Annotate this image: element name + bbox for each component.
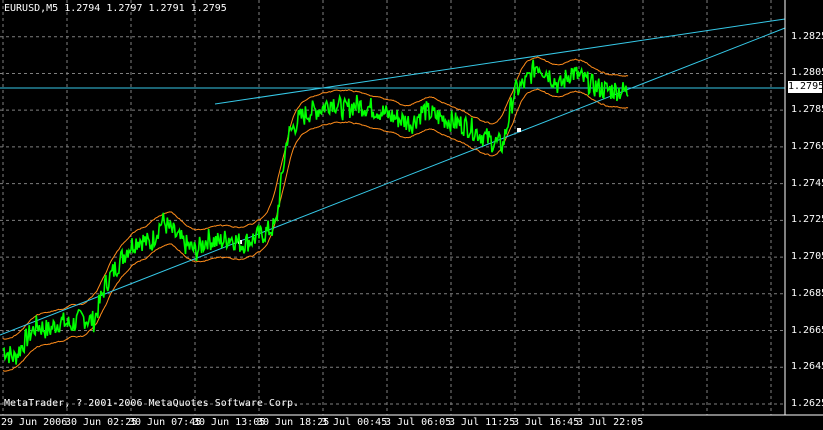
price-tick-label: 1.2785 — [791, 104, 823, 116]
chart-axes — [0, 0, 823, 416]
time-tick-label: 30 Jun 07:45 — [129, 417, 202, 428]
price-tick-label: 1.2805 — [791, 67, 823, 79]
envelope-lines — [2, 56, 629, 372]
price-tick-label: 1.2685 — [791, 287, 823, 299]
price-tick-label: 1.2745 — [791, 177, 823, 189]
price-tick-label: 1.2725 — [791, 214, 823, 226]
time-tick-label: 3 Jul 16:45 — [513, 417, 580, 428]
trendline-anchor — [517, 128, 521, 132]
price-tick-label: 1.2625 — [791, 397, 823, 409]
price-series — [2, 59, 629, 365]
time-tick-label: 30 Jun 13:05 — [193, 417, 266, 428]
price-tick-label: 1.2765 — [791, 140, 823, 152]
chart-grid — [0, 0, 785, 415]
time-tick-label: 30 Jun 02:25 — [65, 417, 138, 428]
price-line — [2, 59, 629, 365]
envelope-lower — [2, 88, 629, 372]
time-tick-label: 3 Jul 22:05 — [577, 417, 644, 428]
price-tick-label: 1.2665 — [791, 324, 823, 336]
current-price-badge: 1.2795 — [788, 81, 823, 93]
symbol-header: EURUSD,M5 1.2794 1.2797 1.2791 1.2795 — [4, 3, 227, 14]
time-tick-label: 29 Jun 2006 — [1, 417, 68, 428]
trendline-upper — [214, 18, 786, 105]
time-tick-label: 3 Jul 11:25 — [449, 417, 516, 428]
price-tick-label: 1.2825 — [791, 30, 823, 42]
time-tick-label: 3 Jul 00:45 — [321, 417, 388, 428]
time-tick-label: 30 Jun 18:25 — [257, 417, 330, 428]
price-tick-label: 1.2705 — [791, 251, 823, 263]
price-tick-label: 1.2645 — [791, 361, 823, 373]
copyright-text: MetaTrader, ? 2001-2006 MetaQuotes Softw… — [4, 398, 300, 409]
trendline-lower — [0, 27, 786, 336]
envelope-upper — [2, 56, 629, 340]
trendlines — [0, 18, 786, 336]
time-tick-label: 3 Jul 06:05 — [385, 417, 452, 428]
